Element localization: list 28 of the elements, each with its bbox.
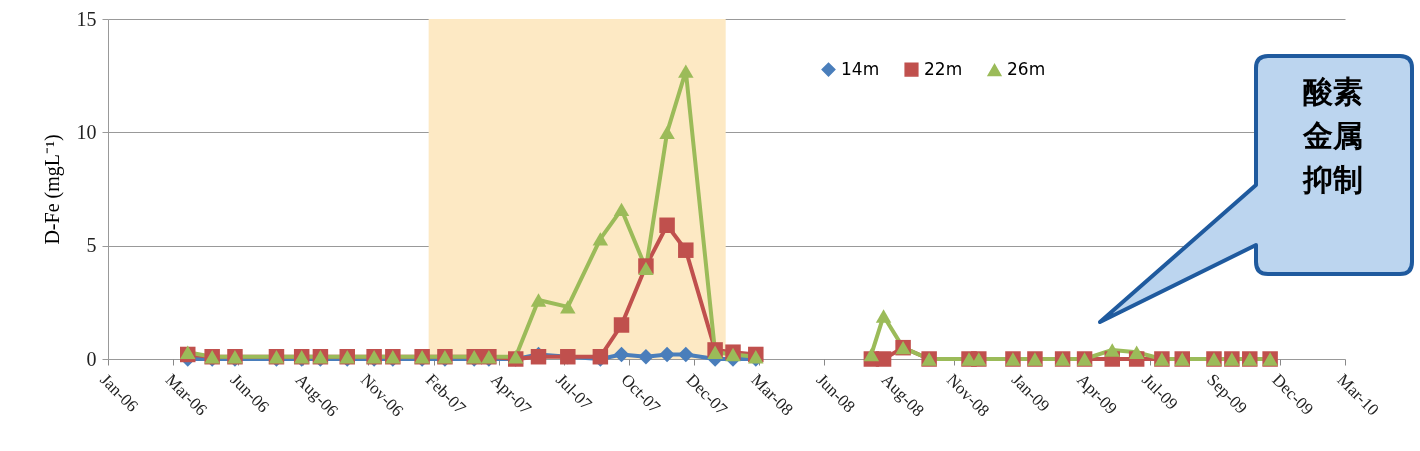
legend-label: 26m [1007, 59, 1046, 80]
point [560, 300, 576, 314]
point [613, 317, 630, 333]
point [875, 351, 892, 367]
y-tick-label: 15 [76, 7, 97, 30]
point [180, 345, 196, 359]
point [678, 346, 694, 363]
point [1104, 343, 1120, 357]
point [863, 347, 880, 362]
point [659, 125, 675, 140]
point [678, 242, 694, 258]
point [875, 309, 892, 323]
y-tick-label: 0 [86, 347, 97, 370]
point [592, 232, 609, 246]
legend-label: 22m [924, 58, 963, 79]
y-axis-title: D-Fe (mgL⁻¹) [40, 134, 64, 245]
point [613, 346, 630, 363]
y-tick-label: 5 [86, 234, 97, 257]
annotation: 酸素金属抑制 [1302, 73, 1364, 199]
point [638, 348, 654, 365]
point [678, 64, 694, 78]
point [1128, 345, 1145, 359]
point [659, 217, 675, 234]
point [530, 293, 547, 307]
point [613, 202, 630, 217]
y-tick-label: 10 [76, 120, 97, 143]
point [659, 346, 675, 363]
legend-label: 14m [841, 58, 880, 79]
